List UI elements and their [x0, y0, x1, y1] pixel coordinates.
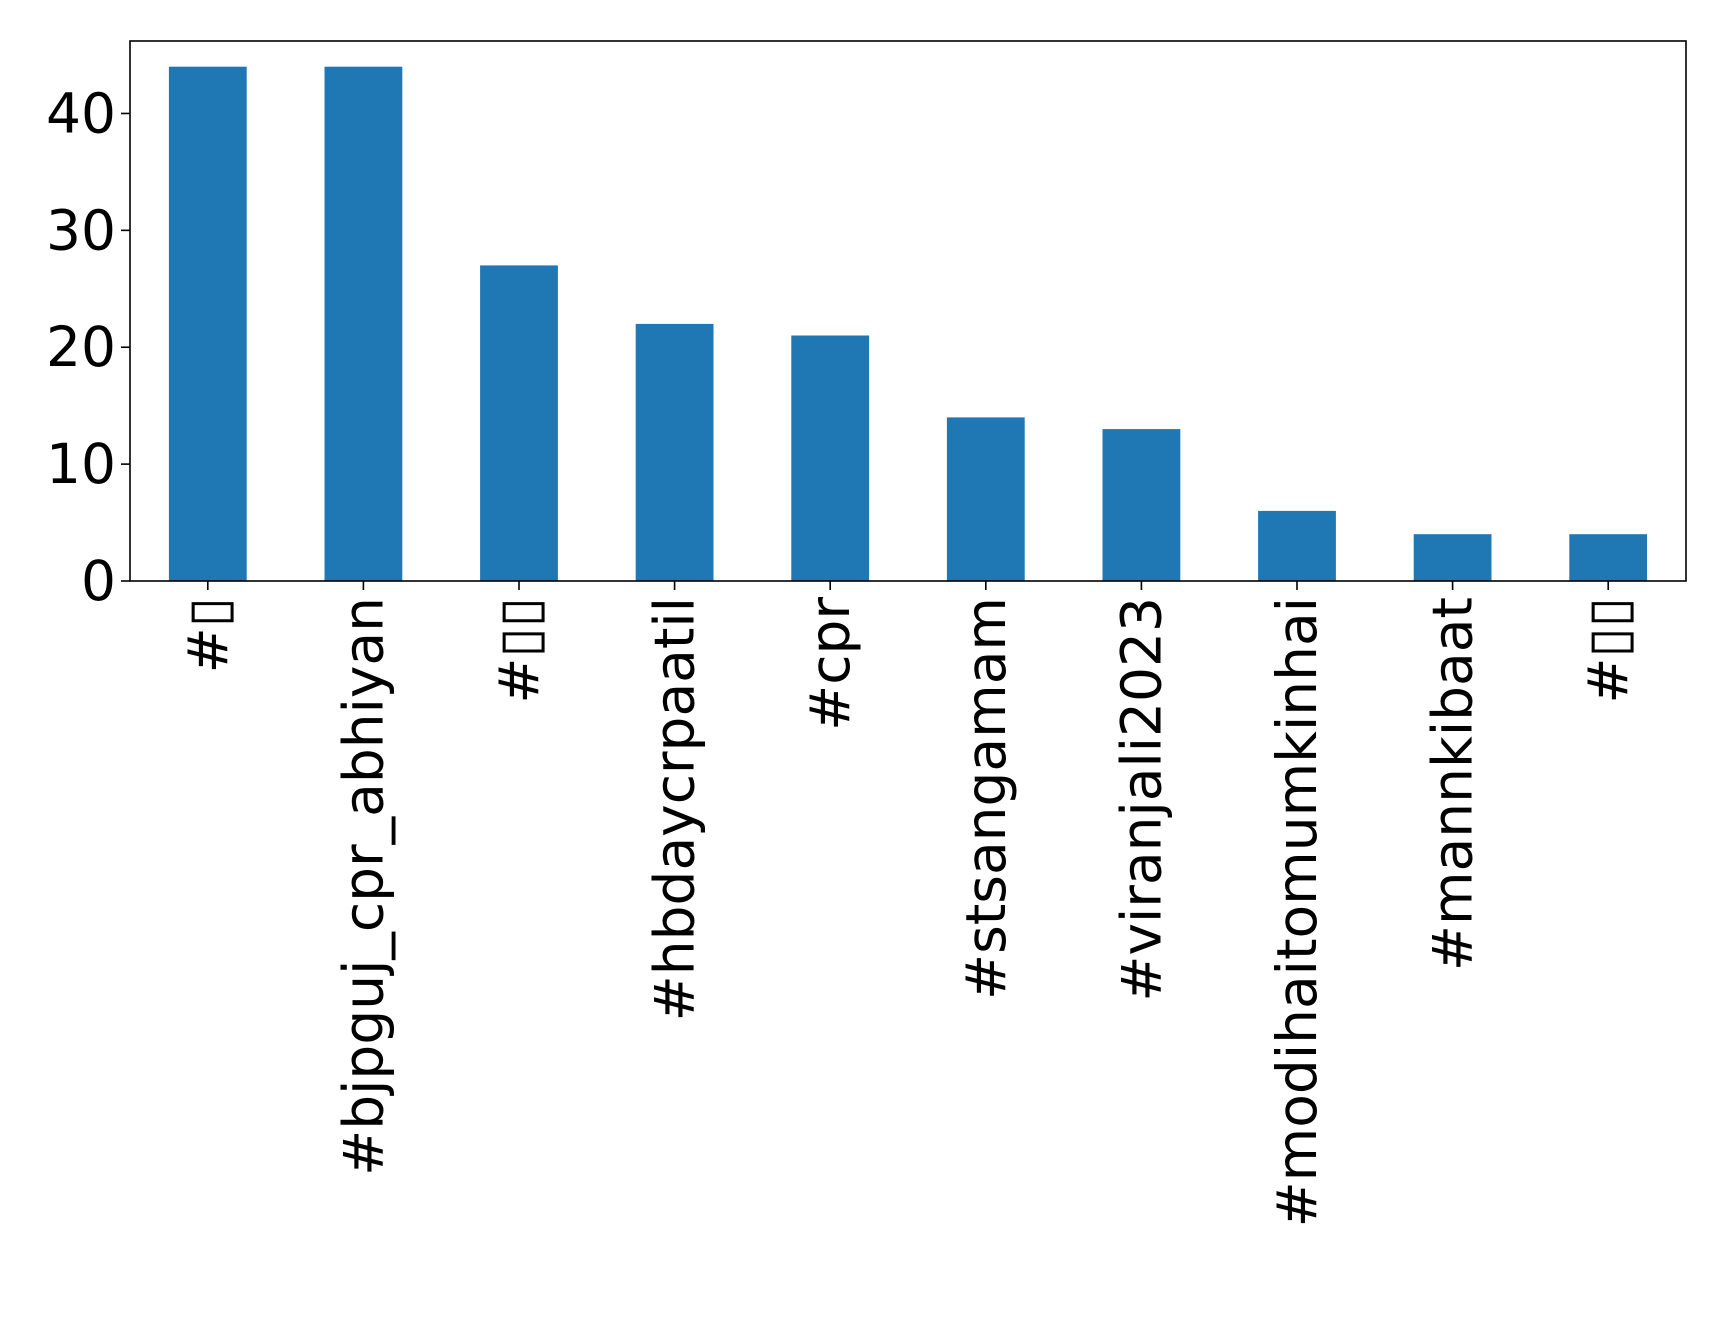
- bar: [1102, 429, 1181, 581]
- x-tick-label: #modihaitomumkinhai: [1265, 597, 1329, 1227]
- bars-group: [168, 66, 1648, 581]
- x-tick-label: #cpr: [798, 597, 862, 731]
- x-tick-label: #mannkibaat: [1421, 597, 1485, 971]
- bar: [480, 265, 558, 581]
- plot-area-frame: [129, 40, 1687, 582]
- bar: [1413, 534, 1492, 581]
- bar: [635, 323, 714, 581]
- y-tick-label: 20: [46, 315, 116, 379]
- bar: [1258, 510, 1336, 581]
- bar: [324, 66, 403, 581]
- y-tick-label: 30: [46, 198, 116, 262]
- bar: [1569, 534, 1648, 581]
- bar: [946, 417, 1025, 581]
- x-tick-label: #bjpguj_cpr_abhiyan: [331, 597, 395, 1176]
- y-axis: 0 10 20 30 40: [46, 81, 130, 613]
- y-tick-label: 10: [46, 432, 116, 496]
- x-axis: #▯ #bjpguj_cpr_abhiyan #▯▯ #hbdaycrpaatil #c…: [176, 581, 1640, 1227]
- x-tick-label: #stsangamam: [954, 597, 1018, 1000]
- x-tick-label: #▯▯: [487, 597, 551, 704]
- x-tick-label: #viranjali2023: [1109, 597, 1173, 1002]
- x-tick-label: #hbdaycrpaatil: [643, 597, 707, 1021]
- bar: [168, 66, 247, 581]
- x-tick-label: #▯▯: [1576, 597, 1640, 704]
- y-tick-label: 0: [81, 549, 116, 613]
- y-tick-label: 40: [46, 81, 116, 145]
- x-tick-label: #▯: [176, 597, 240, 673]
- bar: [791, 335, 870, 581]
